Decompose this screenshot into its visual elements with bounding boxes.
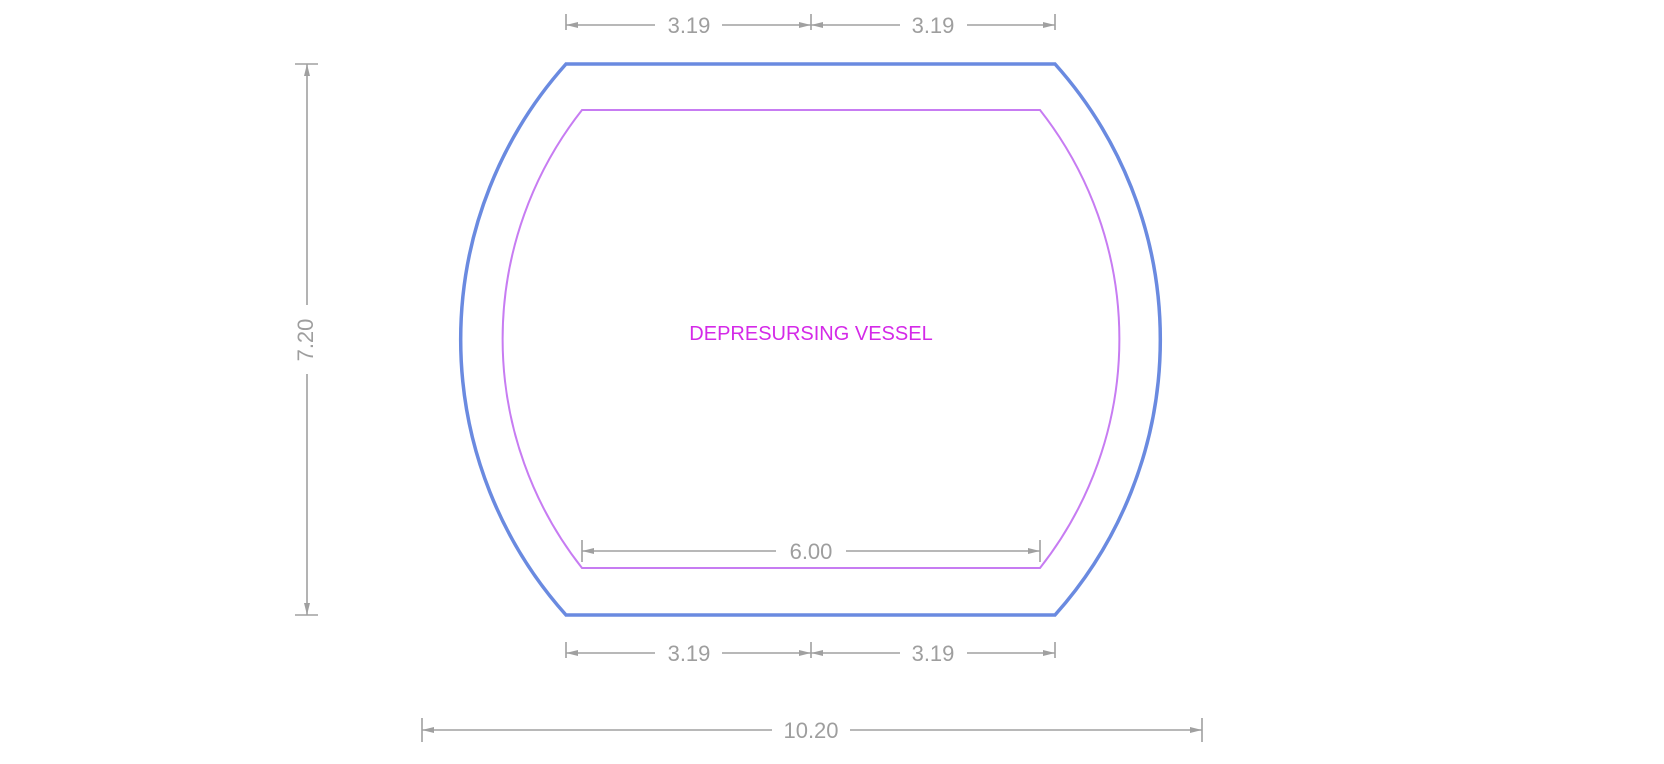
- overall-width-dimension: 10.20: [421, 718, 1203, 743]
- top-right-dimension-label: 3.19: [912, 13, 955, 38]
- inner-vessel-outline: [501, 109, 1121, 569]
- bottom-dimension: 3.19 3.19: [565, 641, 1056, 666]
- vessel-label: DEPRESURSING VESSEL: [689, 323, 932, 345]
- inner-width-dimension: 6.00: [581, 539, 1041, 564]
- bottom-left-dimension-label: 3.19: [668, 641, 711, 666]
- inner-width-dimension-label: 6.00: [790, 539, 833, 564]
- top-left-dimension-label: 3.19: [668, 13, 711, 38]
- top-dimension: 3.19 3.19: [565, 13, 1056, 38]
- overall-width-dimension-label: 10.20: [783, 718, 838, 743]
- outer-vessel-outline: [458, 62, 1163, 617]
- overall-height-dimension-label: 7.20: [293, 319, 318, 362]
- bottom-right-dimension-label: 3.19: [912, 641, 955, 666]
- overall-height-dimension: 7.20: [293, 63, 318, 616]
